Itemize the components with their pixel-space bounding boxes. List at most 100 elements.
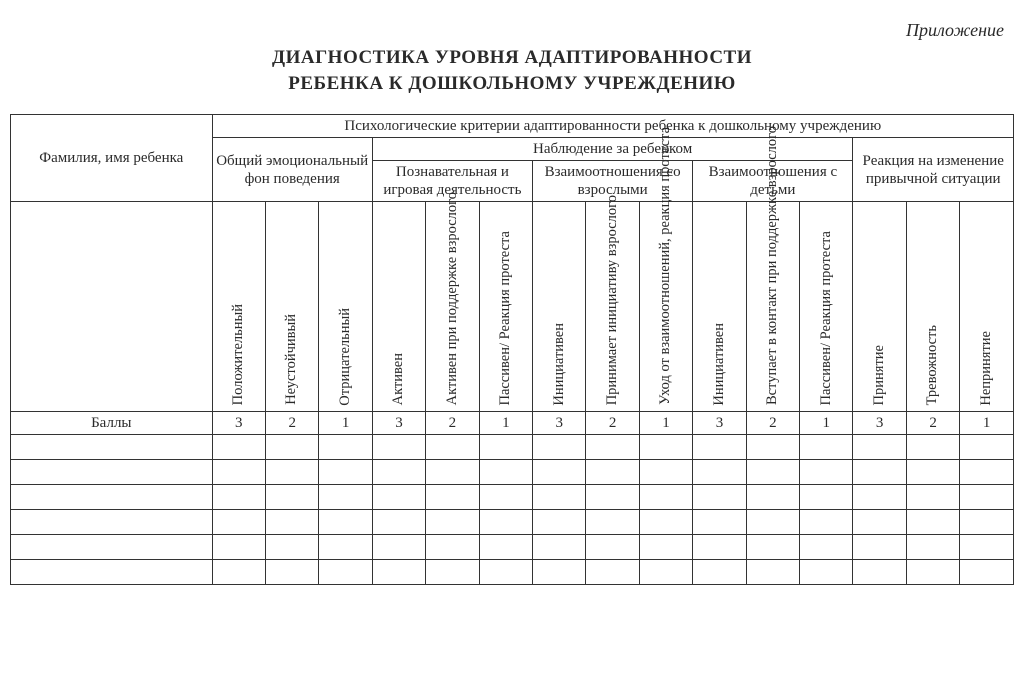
name-cell[interactable] — [11, 460, 213, 485]
data-cell[interactable] — [372, 510, 425, 535]
data-cell[interactable] — [533, 460, 586, 485]
data-cell[interactable] — [319, 535, 372, 560]
data-cell[interactable] — [479, 435, 532, 460]
data-cell[interactable] — [746, 435, 799, 460]
data-cell[interactable] — [372, 435, 425, 460]
data-cell[interactable] — [639, 435, 692, 460]
data-cell[interactable] — [319, 485, 372, 510]
data-cell[interactable] — [265, 435, 318, 460]
data-cell[interactable] — [426, 560, 479, 585]
data-cell[interactable] — [853, 460, 906, 485]
data-cell[interactable] — [800, 535, 853, 560]
data-cell[interactable] — [479, 560, 532, 585]
data-cell[interactable] — [693, 510, 746, 535]
data-cell[interactable] — [906, 485, 959, 510]
data-cell[interactable] — [426, 535, 479, 560]
data-cell[interactable] — [693, 485, 746, 510]
data-cell[interactable] — [372, 560, 425, 585]
data-cell[interactable] — [906, 460, 959, 485]
data-cell[interactable] — [319, 510, 372, 535]
data-cell[interactable] — [906, 560, 959, 585]
data-rows-body — [11, 435, 1014, 585]
data-cell[interactable] — [533, 485, 586, 510]
data-cell[interactable] — [693, 460, 746, 485]
data-cell[interactable] — [853, 535, 906, 560]
data-cell[interactable] — [372, 485, 425, 510]
data-cell[interactable] — [746, 560, 799, 585]
data-cell[interactable] — [800, 460, 853, 485]
data-cell[interactable] — [586, 510, 639, 535]
data-cell[interactable] — [586, 560, 639, 585]
data-cell[interactable] — [265, 560, 318, 585]
data-cell[interactable] — [639, 535, 692, 560]
data-cell[interactable] — [906, 510, 959, 535]
data-cell[interactable] — [693, 535, 746, 560]
data-cell[interactable] — [426, 435, 479, 460]
data-cell[interactable] — [426, 460, 479, 485]
data-cell[interactable] — [693, 560, 746, 585]
data-cell[interactable] — [800, 485, 853, 510]
name-cell[interactable] — [11, 560, 213, 585]
name-cell[interactable] — [11, 510, 213, 535]
data-cell[interactable] — [906, 535, 959, 560]
vcol-3: Активен — [372, 202, 425, 412]
data-cell[interactable] — [319, 460, 372, 485]
data-cell[interactable] — [212, 510, 265, 535]
data-cell[interactable] — [533, 435, 586, 460]
data-cell[interactable] — [746, 460, 799, 485]
data-cell[interactable] — [319, 435, 372, 460]
name-cell[interactable] — [11, 435, 213, 460]
data-cell[interactable] — [800, 435, 853, 460]
data-cell[interactable] — [265, 485, 318, 510]
data-cell[interactable] — [800, 560, 853, 585]
data-cell[interactable] — [639, 560, 692, 585]
data-cell[interactable] — [853, 510, 906, 535]
data-cell[interactable] — [426, 485, 479, 510]
data-cell[interactable] — [479, 510, 532, 535]
data-cell[interactable] — [319, 560, 372, 585]
data-cell[interactable] — [479, 460, 532, 485]
data-cell[interactable] — [372, 460, 425, 485]
data-cell[interactable] — [960, 460, 1014, 485]
data-cell[interactable] — [800, 510, 853, 535]
data-cell[interactable] — [746, 485, 799, 510]
data-cell[interactable] — [853, 435, 906, 460]
data-cell[interactable] — [746, 535, 799, 560]
data-cell[interactable] — [479, 535, 532, 560]
data-cell[interactable] — [960, 485, 1014, 510]
data-cell[interactable] — [586, 460, 639, 485]
data-cell[interactable] — [586, 535, 639, 560]
data-cell[interactable] — [479, 485, 532, 510]
data-cell[interactable] — [960, 560, 1014, 585]
data-cell[interactable] — [586, 435, 639, 460]
data-cell[interactable] — [639, 510, 692, 535]
data-cell[interactable] — [372, 535, 425, 560]
data-cell[interactable] — [533, 535, 586, 560]
data-cell[interactable] — [906, 435, 959, 460]
data-cell[interactable] — [265, 460, 318, 485]
data-cell[interactable] — [693, 435, 746, 460]
data-cell[interactable] — [960, 510, 1014, 535]
data-cell[interactable] — [265, 535, 318, 560]
data-cell[interactable] — [639, 485, 692, 510]
data-cell[interactable] — [212, 485, 265, 510]
data-cell[interactable] — [212, 535, 265, 560]
data-cell[interactable] — [960, 435, 1014, 460]
data-cell[interactable] — [533, 510, 586, 535]
data-cell[interactable] — [533, 560, 586, 585]
data-cell[interactable] — [212, 460, 265, 485]
data-cell[interactable] — [746, 510, 799, 535]
vcol-8: Уход от взаимоотноше­ний, реакция протес… — [639, 202, 692, 412]
data-cell[interactable] — [853, 560, 906, 585]
data-cell[interactable] — [265, 510, 318, 535]
data-cell[interactable] — [639, 460, 692, 485]
data-cell[interactable] — [212, 435, 265, 460]
name-cell[interactable] — [11, 535, 213, 560]
data-cell[interactable] — [426, 510, 479, 535]
data-cell[interactable] — [212, 560, 265, 585]
data-cell[interactable] — [960, 535, 1014, 560]
data-cell[interactable] — [853, 485, 906, 510]
data-cell[interactable] — [586, 485, 639, 510]
name-cell[interactable] — [11, 485, 213, 510]
score-1: 2 — [265, 412, 318, 435]
